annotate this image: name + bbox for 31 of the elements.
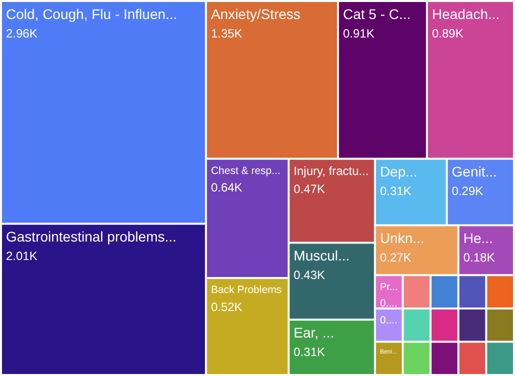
data-label: 2.01K <box>6 249 38 264</box>
data-label: 0.29K <box>452 184 484 198</box>
category-label: Cat 5 - C... <box>342 6 411 22</box>
category-label: Ear, ... <box>294 324 334 340</box>
data-label: 0.... <box>380 297 398 310</box>
category-label: Headach... <box>432 6 500 22</box>
data-label: 2.96K <box>6 26 38 40</box>
category-label: Injury, fractu... <box>294 164 369 178</box>
data-label: 0.64K <box>210 180 242 195</box>
data-label: 0.18K <box>463 250 495 265</box>
data-label: 0.43K <box>294 268 326 282</box>
category-label: Genit... <box>452 164 497 180</box>
data-label: 0.89K <box>432 26 464 40</box>
category-label: Gastrointestinal problems... <box>6 228 176 245</box>
category-label: Dep... <box>380 164 418 180</box>
category-label: He... <box>463 230 493 246</box>
data-label: 1.35K <box>210 26 242 40</box>
data-label: 0.31K <box>380 184 412 198</box>
data-label: 0.... <box>380 314 398 327</box>
category-label: Unkn... <box>380 230 424 246</box>
data-label: 0.91K <box>342 26 374 40</box>
category-label: Pr... <box>380 282 398 293</box>
category-label: Chest & resp... <box>210 164 280 177</box>
category-label: Anxiety/Stress <box>210 6 300 22</box>
data-label: 0.47K <box>294 182 326 196</box>
data-label: 0.31K <box>294 344 326 359</box>
data-label: 0.27K <box>380 250 412 265</box>
category-label: Back Problems <box>210 284 282 296</box>
category-label: Muscul... <box>294 248 350 264</box>
category-label: Cold, Cough, Flu - Influen... <box>6 6 178 22</box>
data-label: 0.52K <box>210 300 242 314</box>
